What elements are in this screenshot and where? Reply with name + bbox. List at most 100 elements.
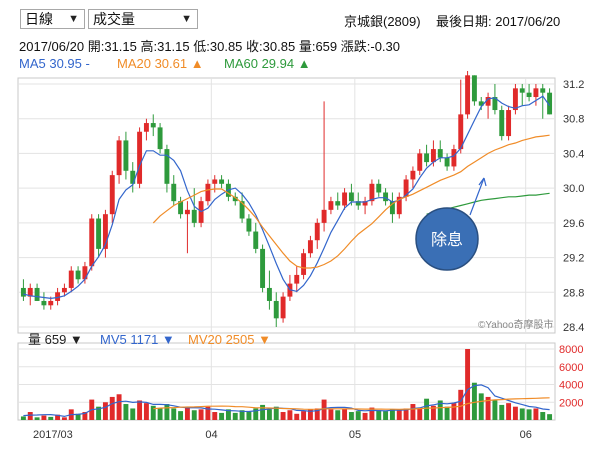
volume-bar [198,409,204,420]
volume-bar [485,396,491,420]
candle-body [417,153,423,171]
volume-bar [232,412,238,420]
volume-bar [273,406,279,420]
volume-bar [184,407,190,420]
candle-body [68,270,74,288]
volume-bar [150,405,156,420]
period-select-value: 日線 [25,11,53,27]
candle-body [96,218,102,249]
volume-bar [123,404,129,420]
volume-bar [239,410,245,420]
volume-bar [492,400,498,420]
candle-body [471,75,477,102]
quote-volume: 量:659 [298,39,338,54]
volume-bar [526,409,532,420]
volume-bar [403,408,409,420]
volume-bar [342,409,348,420]
price-tick-label: 30.4 [563,148,584,160]
volume-bar [533,408,539,420]
candle-body [75,270,81,280]
volume-bar [547,414,553,420]
volume-bar [20,416,26,420]
indicator-select[interactable]: 成交量 ▼ [88,9,198,29]
volume-bar [506,403,512,420]
volume-bar [362,412,368,420]
price-tick-label: 30.8 [563,114,584,126]
volume-bar [437,400,443,420]
price-tick-label: 29.6 [563,218,584,230]
annotation-arrow [469,177,485,216]
quote-close: 收:30.85 [246,39,296,54]
volume-bar [294,413,300,420]
candle-body [294,274,300,284]
volume-bar [335,410,341,420]
period-select[interactable]: 日線 ▼ [20,9,85,29]
volume-bar [478,393,484,420]
volume-bar [130,408,136,420]
ma5-line [23,95,551,300]
volume-bar [219,412,225,420]
candle-body [512,88,518,111]
candle-body [164,149,170,184]
chevron-down-icon: ▼ [181,13,192,25]
volume-bar [225,409,231,420]
stock-title: 京城銀(2809) [344,14,421,29]
volume-bar [314,408,320,420]
volume-bar [458,389,464,420]
candle-body [171,183,177,202]
candle-body [27,287,33,297]
quote-open: 開:31.15 [87,39,137,54]
volume-bar [499,404,505,420]
volume-bar [348,412,354,420]
candle-body [328,201,334,210]
candle-body [89,218,95,267]
ma20-legend: MA20 30.61 ▲ [117,56,204,71]
price-tick-label: 28.8 [563,287,584,299]
candle-body [362,201,368,206]
watermark: ©Yahoo奇摩股市 [478,318,554,331]
volume-tick-label: 2000 [559,397,583,409]
price-tick-label: 28.4 [563,322,584,334]
candle-body [342,192,348,206]
volume-legend-0: 量 659 ▼ [28,332,83,347]
ma60-legend: MA60 29.94 ▲ [224,56,311,71]
volume-bar [55,414,61,420]
candle-body [485,97,491,106]
volume-bar [389,409,395,420]
volume-bar [451,403,457,420]
volume-bar [212,412,218,420]
candle-body [157,127,163,150]
candle-body [519,88,525,93]
candle-body [61,287,67,293]
x-tick-label: 06 [520,429,532,441]
volume-bar [424,398,430,420]
candle-body [376,183,382,193]
candle-body [458,114,464,150]
volume-bar [137,400,143,420]
volume-bar [266,409,272,420]
candle-body [246,218,252,232]
volume-bar [301,411,307,420]
ex-dividend-label: 除息 [431,230,463,249]
candle-body [526,92,532,98]
candle-body [389,201,395,215]
volume-bar [287,410,293,420]
volume-bar [430,405,436,420]
volume-bar [410,404,416,420]
candle-body [301,253,307,275]
candle-body [430,149,436,163]
candle-body [137,131,143,184]
quote-line: 2017/06/20 開:31.15 高:31.15 低:30.85 收:30.… [19,36,400,55]
candle-body [506,110,512,137]
volume-bar [253,408,259,420]
annotation-arrowhead [478,177,487,187]
candle-body [369,183,375,202]
volume-legend-1: MV5 1171 ▼ [100,332,175,347]
volume-bar [27,412,33,420]
volume-bar [383,411,389,420]
volume-bar [540,412,546,420]
candle-body [102,214,108,249]
volume-bar [41,415,47,420]
x-tick-label: 05 [349,429,361,441]
candle-body [48,300,54,306]
